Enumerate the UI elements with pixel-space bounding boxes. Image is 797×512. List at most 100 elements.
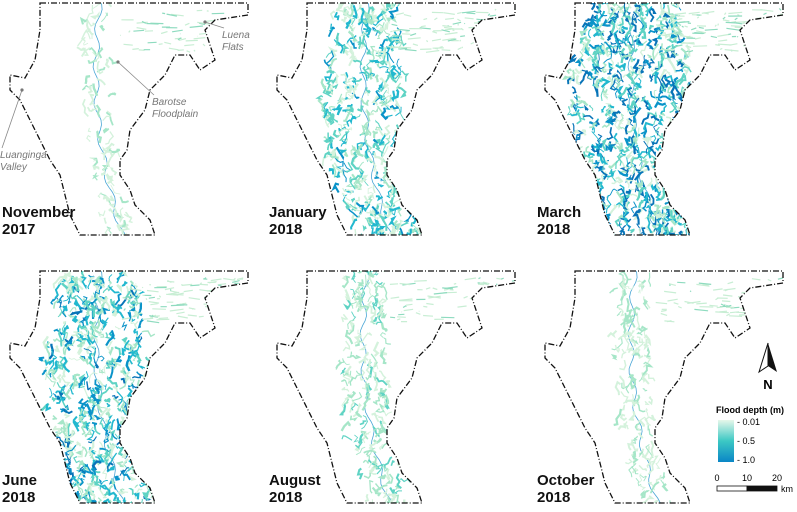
scale-segment [717, 486, 747, 491]
flats-stroke [184, 45, 194, 46]
flood-stroke [336, 363, 341, 369]
flats-stroke [779, 8, 781, 10]
scale-tick-label: 20 [772, 473, 782, 483]
flats-stroke [433, 288, 438, 290]
panel-month: August [269, 472, 321, 489]
flood-stroke [91, 305, 95, 317]
flood-stroke [572, 155, 580, 160]
flats-stroke [458, 306, 467, 307]
flood-stroke [667, 135, 674, 143]
flats-stroke [661, 314, 667, 316]
flood-stroke [645, 417, 653, 425]
flood-stroke [577, 76, 580, 85]
flood-stroke [69, 358, 80, 360]
flood-stroke [681, 139, 687, 143]
flats-stroke [167, 281, 174, 282]
flood-stroke [619, 360, 625, 370]
flood-stroke [334, 184, 339, 193]
flood-stroke [610, 288, 618, 293]
flood-stroke [604, 157, 607, 164]
flood-stroke [696, 136, 700, 150]
flats-stroke [770, 34, 777, 35]
flats-stroke [476, 294, 477, 295]
flood-stroke [397, 474, 401, 489]
flood-stroke [341, 18, 346, 22]
flood-stroke [678, 111, 684, 123]
flood-stroke [362, 382, 366, 389]
flood-stroke [152, 474, 158, 486]
flood-stroke [376, 316, 381, 325]
flood-stroke [626, 136, 631, 144]
flood-stroke [649, 397, 652, 404]
flats-stroke [771, 37, 782, 39]
flats-stroke [147, 291, 159, 292]
flood-stroke [105, 132, 113, 145]
flats-stroke [200, 284, 208, 285]
flood-stroke [383, 236, 387, 251]
flood-stroke [138, 380, 141, 394]
flood-stroke [80, 478, 83, 485]
flood-stroke [699, 234, 706, 241]
flats-stroke [690, 291, 691, 292]
flood-stroke [104, 128, 109, 132]
flats-stroke [755, 302, 765, 304]
flood-stroke [401, 150, 402, 162]
flats-stroke [484, 315, 495, 316]
flood-stroke [645, 491, 648, 498]
flood-stroke [639, 201, 642, 208]
flood-stroke [614, 409, 621, 425]
flats-stroke [427, 40, 428, 42]
flood-stroke [689, 83, 695, 101]
flood-stroke [607, 127, 613, 139]
panel-year: 2017 [2, 221, 35, 238]
flats-stroke [124, 309, 126, 311]
flood-stroke [696, 186, 706, 190]
flats-stroke [426, 288, 430, 289]
flats-stroke [675, 13, 686, 14]
flats-stroke [691, 28, 696, 30]
flood-stroke [365, 72, 366, 76]
flood-stroke [687, 240, 693, 245]
flood-stroke [344, 149, 347, 157]
flood-stroke [132, 431, 138, 434]
flood-stroke [384, 338, 391, 344]
flats-stroke [404, 15, 411, 17]
flood-stroke [666, 143, 674, 150]
flood-stroke [382, 323, 387, 332]
flood-stroke [93, 15, 98, 19]
flats-stroke [391, 297, 400, 298]
flood-stroke [676, 136, 679, 144]
flood-stroke [107, 196, 113, 202]
flood-stroke [97, 61, 103, 73]
flood-stroke [695, 207, 703, 210]
flood-stroke [697, 175, 702, 180]
flood-stroke [370, 481, 373, 493]
flood-stroke [582, 130, 585, 131]
flats-stroke [247, 23, 254, 25]
flats-stroke [228, 22, 238, 24]
flats-stroke [147, 321, 159, 323]
scale-unit: km [781, 484, 793, 494]
flood-stroke [387, 61, 391, 70]
flood-stroke [395, 98, 399, 107]
flats-stroke [132, 49, 138, 50]
flood-stroke [142, 331, 155, 336]
flats-stroke [705, 29, 718, 30]
flats-stroke [393, 30, 400, 31]
flood-stroke [643, 389, 647, 392]
flood-stroke [99, 211, 105, 217]
flats-stroke [176, 312, 184, 314]
flood-stroke [338, 42, 343, 53]
flood-stroke [370, 61, 380, 62]
flood-stroke [661, 105, 667, 113]
flood-stroke [113, 399, 119, 407]
flood-stroke [616, 220, 622, 226]
flood-stroke [155, 483, 160, 486]
flood-stroke [372, 414, 377, 416]
flats-stroke [489, 36, 500, 37]
flats-stroke [762, 294, 776, 296]
flood-stroke [115, 294, 121, 305]
flood-stroke [384, 125, 389, 135]
flats-stroke [718, 40, 727, 41]
